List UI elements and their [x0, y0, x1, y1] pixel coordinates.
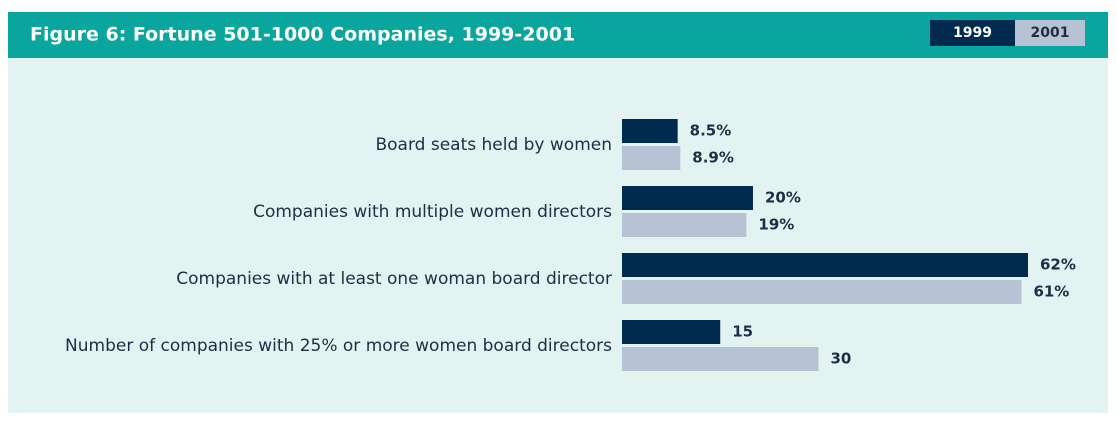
- category-label: Companies with at least one woman board …: [176, 269, 612, 289]
- bar: [622, 186, 753, 210]
- bar: [622, 347, 819, 371]
- value-label: 20%: [765, 189, 801, 207]
- header: [8, 12, 1108, 58]
- category-label: Board seats held by women: [375, 135, 612, 155]
- value-label: 62%: [1040, 256, 1076, 274]
- category-label: Companies with multiple women directors: [253, 202, 612, 222]
- bar: [622, 119, 678, 143]
- chart-title: Figure 6: Fortune 501-1000 Companies, 19…: [30, 24, 575, 46]
- value-label: 30: [830, 350, 851, 368]
- legend-swatch: [1015, 20, 1085, 46]
- value-label: 8.9%: [692, 149, 734, 167]
- bar: [622, 213, 747, 237]
- legend-label: 1999: [953, 25, 992, 41]
- value-label: 61%: [1033, 283, 1069, 301]
- value-label: 19%: [758, 216, 794, 234]
- category-label: Number of companies with 25% or more wom…: [65, 336, 612, 356]
- bar: [622, 280, 1022, 304]
- legend-label: 2001: [1031, 25, 1070, 41]
- value-label: 8.5%: [690, 122, 732, 140]
- plot-background: [8, 58, 1108, 413]
- legend-swatch: [930, 20, 1015, 46]
- bar: [622, 320, 721, 344]
- bar: [622, 253, 1028, 277]
- value-label: 15: [732, 323, 753, 341]
- bar: [622, 146, 681, 170]
